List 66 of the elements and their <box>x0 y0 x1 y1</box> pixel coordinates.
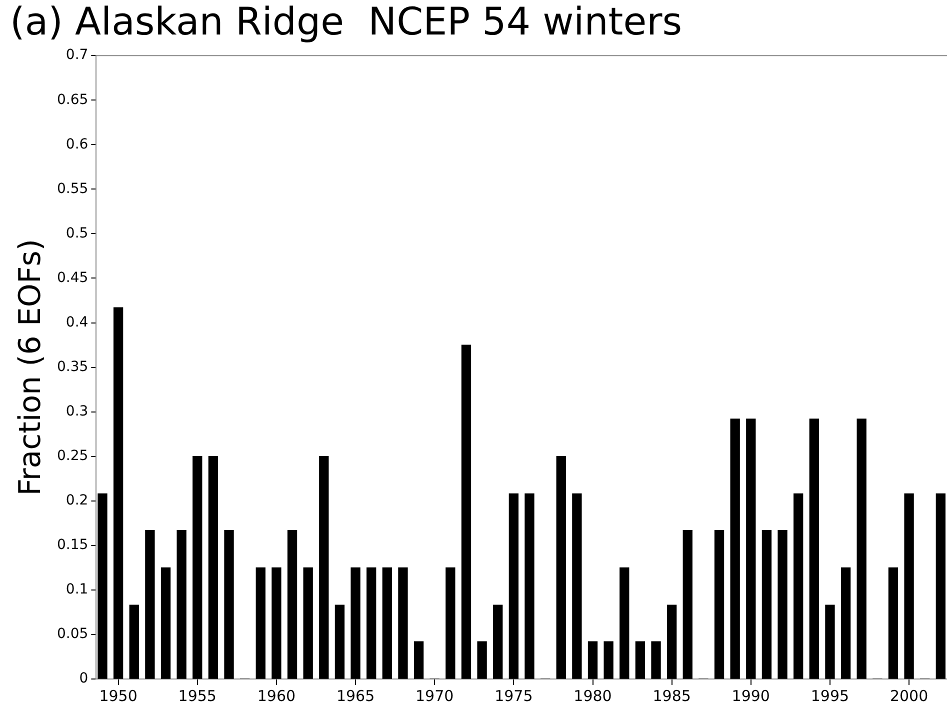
bar <box>888 567 898 679</box>
y-tick-label: 0.4 <box>66 314 88 330</box>
chart-title: (a) Alaskan Ridge NCEP 54 winters <box>10 0 682 44</box>
bar <box>256 567 266 679</box>
x-tick-label: 1950 <box>99 686 138 705</box>
bar <box>414 641 424 679</box>
bar <box>524 493 534 679</box>
x-tick-label: 2000 <box>890 686 928 705</box>
bar <box>493 604 503 679</box>
x-tick-label: 1985 <box>652 686 691 705</box>
bar <box>936 493 946 679</box>
y-tick-label: 0.05 <box>57 626 88 642</box>
y-axis-title: Fraction (6 EOFs) <box>12 238 48 496</box>
y-tick-label: 0 <box>79 670 88 687</box>
y-tick-label: 0.1 <box>66 582 88 598</box>
bar <box>651 641 661 679</box>
bar <box>604 641 614 679</box>
y-tick-label: 0.55 <box>57 180 88 197</box>
x-tick-label: 1960 <box>257 686 296 705</box>
bar <box>224 530 234 679</box>
bar <box>682 530 692 679</box>
bar <box>556 456 566 679</box>
x-tick-label: 1975 <box>494 686 533 705</box>
bar <box>794 493 804 679</box>
bar <box>730 418 740 679</box>
bar <box>334 604 345 679</box>
bar <box>856 418 866 679</box>
bar <box>160 567 171 679</box>
y-tick-label: 0.15 <box>57 537 88 554</box>
bar <box>382 567 392 679</box>
bar <box>145 530 155 679</box>
bar <box>461 344 472 679</box>
bar <box>635 641 646 679</box>
bar <box>572 493 582 679</box>
bar <box>129 604 139 679</box>
bar <box>778 530 788 679</box>
bar <box>176 530 186 679</box>
bar <box>620 567 630 679</box>
x-tick-label: 1995 <box>810 686 850 705</box>
bar <box>208 456 218 679</box>
y-tick-label: 0.5 <box>66 225 88 242</box>
x-tick-label: 1980 <box>574 686 612 705</box>
y-tick-label: 0.6 <box>66 136 88 152</box>
y-tick-label: 0.2 <box>66 492 88 509</box>
bar <box>762 530 772 679</box>
bar <box>366 567 376 679</box>
bar <box>303 567 313 679</box>
y-tick-label: 0.65 <box>57 92 88 108</box>
bar <box>477 641 487 679</box>
bar <box>319 456 329 679</box>
y-tick-label: 0.45 <box>57 270 88 286</box>
x-tick-label: 1970 <box>416 686 454 705</box>
y-tick-label: 0.3 <box>66 403 88 420</box>
bar <box>840 567 851 679</box>
bar <box>446 567 456 679</box>
bar <box>809 418 819 679</box>
bar <box>398 567 408 679</box>
bar <box>714 530 724 679</box>
x-tick-label: 1965 <box>336 686 375 705</box>
y-tick-label: 0.35 <box>57 358 88 375</box>
x-tick-label: 1955 <box>178 686 216 705</box>
y-tick-label: 0.7 <box>66 47 88 64</box>
bar <box>287 530 298 679</box>
x-tick-label: 1990 <box>732 686 770 705</box>
bar <box>98 493 108 679</box>
y-tick-label: 0.25 <box>57 448 88 464</box>
